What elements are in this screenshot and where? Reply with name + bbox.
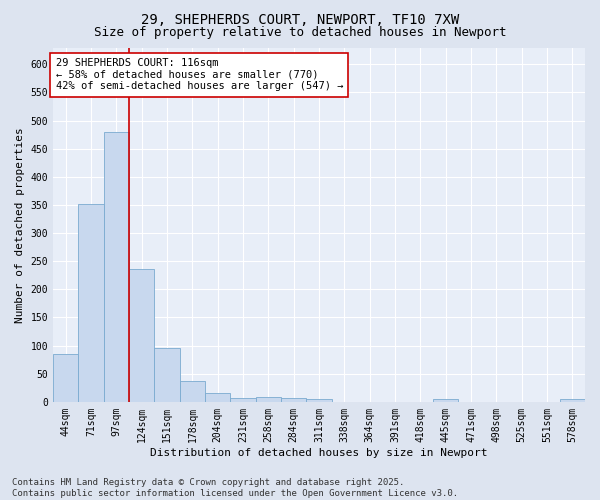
Bar [205,393,230,402]
Bar [281,398,307,402]
X-axis label: Distribution of detached houses by size in Newport: Distribution of detached houses by size … [150,448,488,458]
Bar [433,399,458,402]
Bar [560,399,585,402]
Bar [230,398,256,402]
Bar [79,204,104,402]
Bar [154,348,179,402]
Text: Size of property relative to detached houses in Newport: Size of property relative to detached ho… [94,26,506,39]
Bar [129,268,154,402]
Text: 29 SHEPHERDS COURT: 116sqm
← 58% of detached houses are smaller (770)
42% of sem: 29 SHEPHERDS COURT: 116sqm ← 58% of deta… [56,58,343,92]
Bar [307,399,332,402]
Bar [53,354,79,402]
Bar [104,132,129,402]
Text: 29, SHEPHERDS COURT, NEWPORT, TF10 7XW: 29, SHEPHERDS COURT, NEWPORT, TF10 7XW [141,12,459,26]
Text: Contains HM Land Registry data © Crown copyright and database right 2025.
Contai: Contains HM Land Registry data © Crown c… [12,478,458,498]
Y-axis label: Number of detached properties: Number of detached properties [15,127,25,322]
Bar [256,398,281,402]
Bar [179,381,205,402]
